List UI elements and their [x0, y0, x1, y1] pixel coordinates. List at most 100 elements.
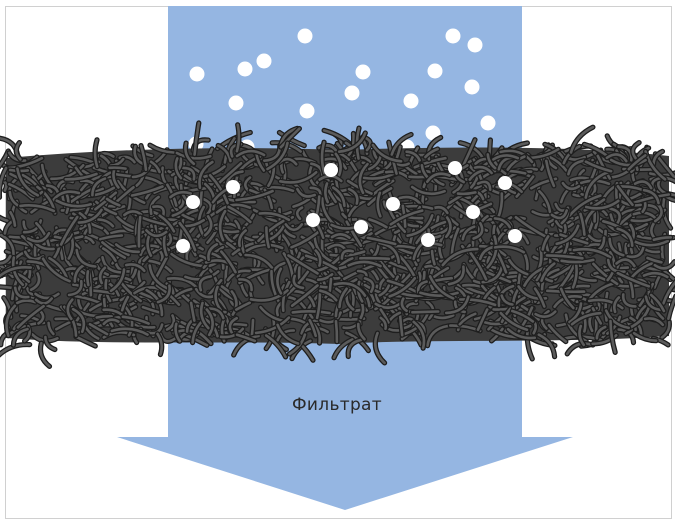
fiber-core — [16, 304, 45, 329]
fiber-core — [249, 289, 289, 302]
fiber-core — [276, 323, 300, 345]
fiber-core — [538, 189, 552, 214]
particles-above-filter — [188, 28, 496, 155]
fiber-core — [93, 274, 132, 282]
fiber-core — [613, 296, 621, 314]
particle — [228, 95, 244, 111]
fiber-core — [37, 309, 45, 325]
fiber-core — [257, 219, 285, 243]
fiber-core — [228, 316, 238, 335]
fiber-core — [244, 253, 274, 269]
fiber-core — [98, 266, 107, 285]
fiber-core — [156, 284, 171, 304]
fiber-core — [533, 287, 546, 308]
fiber-core — [388, 277, 417, 298]
fiber-core — [616, 185, 634, 207]
fiber-core — [424, 147, 439, 159]
fiber-core — [477, 170, 504, 196]
fiber-core — [595, 325, 607, 340]
fiber-core — [88, 323, 109, 336]
fiber-core — [540, 262, 556, 282]
fiber-core — [389, 209, 424, 226]
trapped-particle — [306, 213, 320, 227]
fiber-core — [500, 294, 514, 306]
fiber-core — [604, 291, 609, 322]
fiber-core — [642, 271, 669, 279]
fiber-core — [606, 258, 626, 274]
fiber-core — [170, 252, 204, 268]
fiber-core — [175, 151, 212, 160]
fiber-core — [16, 167, 40, 197]
fiber-core — [47, 321, 55, 336]
fiber-core — [319, 311, 342, 324]
fiber-core — [413, 156, 447, 169]
fiber-core — [137, 215, 142, 248]
fiber-core — [208, 174, 229, 205]
fiber-core — [184, 141, 196, 166]
fiber-core — [340, 249, 354, 260]
fiber-core — [592, 262, 619, 286]
fiber-core — [7, 151, 27, 162]
fiber-core — [118, 155, 136, 164]
fiber-core — [426, 324, 450, 347]
fiber-core — [428, 275, 455, 300]
fiber-core — [169, 190, 192, 199]
fiber-core — [55, 199, 92, 208]
fiber-core — [358, 162, 369, 195]
fiber-core — [456, 283, 474, 295]
fiber-core — [499, 149, 534, 164]
fiber-core — [606, 251, 616, 282]
fiber-core — [332, 186, 346, 208]
fiber-core — [346, 338, 363, 358]
particle — [237, 61, 253, 77]
fiber-core — [461, 225, 476, 241]
fiber-core — [121, 315, 150, 325]
fiber-core — [108, 166, 127, 170]
fiber-core — [547, 323, 568, 343]
fiber-core — [302, 293, 320, 321]
fiber-core — [395, 145, 402, 161]
fiber-core — [235, 189, 274, 202]
fiber-core — [284, 223, 304, 232]
fiber-core — [584, 199, 620, 210]
fiber-core — [220, 250, 237, 274]
fiber-core — [75, 248, 97, 268]
fiber-core — [469, 251, 488, 281]
fiber-core — [445, 216, 452, 238]
fiber-core — [486, 235, 498, 269]
fiber-core — [279, 127, 301, 149]
fiber-core — [191, 314, 211, 344]
fiber-core — [123, 210, 143, 217]
particle — [355, 64, 371, 80]
particle — [403, 93, 419, 109]
fiber-core — [643, 317, 665, 327]
fiber-core — [545, 159, 556, 188]
fiber-core — [316, 273, 334, 281]
fiber-core — [265, 226, 270, 249]
fiber-core — [473, 165, 493, 175]
fiber-core — [199, 301, 210, 330]
fiber-core — [99, 234, 124, 241]
fiber-core — [486, 153, 497, 170]
fiber-core — [7, 182, 34, 201]
fiber-core — [653, 260, 675, 270]
fiber-core — [390, 133, 413, 156]
fiber-core — [450, 227, 460, 256]
fiber-core — [198, 275, 213, 292]
fiber-core — [378, 284, 391, 297]
fiber-core — [235, 333, 257, 343]
fiber-core — [235, 123, 241, 153]
fiber-core — [150, 256, 168, 287]
fiber-core — [499, 311, 529, 332]
fiber-core — [13, 286, 30, 299]
fiber-core — [609, 207, 621, 225]
trapped-particle — [508, 229, 522, 243]
particle — [480, 115, 496, 131]
fiber-core — [149, 195, 160, 216]
fiber-core — [667, 295, 675, 320]
fiber-core — [34, 292, 60, 300]
fiber-core — [202, 198, 213, 215]
fiber-core — [296, 187, 316, 198]
fiber-core — [338, 287, 348, 309]
fiber-core — [198, 160, 214, 189]
